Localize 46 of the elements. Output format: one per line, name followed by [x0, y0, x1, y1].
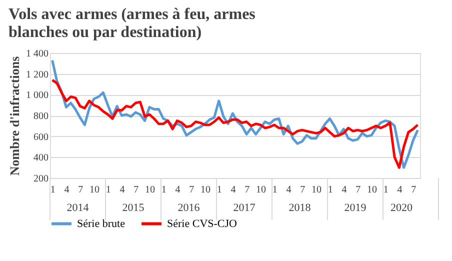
chart-title: Vols avec armes (armes à feu, armes blanches ou par destination)	[8, 6, 256, 41]
x-tick-label: 7	[244, 184, 250, 196]
x-tick-label: 4	[342, 184, 347, 196]
x-tick-label: 4	[397, 184, 402, 196]
y-tick-label: 200	[34, 174, 48, 184]
text: 2017	[233, 202, 256, 214]
x-tick-label: 1	[272, 184, 278, 196]
x-tick-label: 7	[356, 184, 361, 196]
x-tick-label: 1	[106, 184, 111, 196]
x-tick-label: 7	[189, 184, 194, 196]
x-tick-label: 7	[300, 184, 306, 196]
text: 2019	[344, 202, 367, 214]
x-tick-label: 1	[383, 184, 388, 196]
text: 2014	[66, 202, 90, 214]
text: 2016	[178, 202, 200, 214]
x-tick-label: 4	[230, 184, 236, 196]
legend-label: Série brute	[77, 218, 126, 230]
x-tick-label: 7	[411, 184, 416, 196]
x-tick-label: 10	[256, 184, 266, 196]
x-tick-label: 10	[366, 184, 377, 196]
y-tick-label: 1 000	[26, 90, 48, 102]
x-tick-label: 1	[161, 184, 166, 196]
x-tick-label: 7	[78, 184, 84, 196]
y-tick-label: 400	[34, 152, 48, 164]
x-tick-label: 10	[89, 184, 100, 196]
y-tick-label: 1 400	[26, 48, 48, 60]
x-tick-label: 10	[144, 184, 155, 196]
legend-label: Série CVS-CJO	[167, 218, 238, 230]
x-tick-label: 1	[216, 184, 222, 196]
line-series	[51, 78, 419, 169]
y-tick-label: 1 200	[26, 69, 48, 80]
x-tick-label: 4	[175, 184, 180, 196]
y-tick-label: 600	[34, 132, 48, 143]
x-tick-label: 7	[134, 184, 139, 196]
y-axis-title: Nombre d'infractions	[7, 56, 22, 176]
x-tick-label: 10	[311, 184, 322, 196]
x-tick-label: 4	[64, 184, 70, 196]
x-tick-label: 4	[120, 184, 125, 196]
x-tick-label: 1	[50, 184, 56, 196]
text: 2018	[288, 202, 312, 214]
text: 2020	[390, 202, 413, 214]
text: 2015	[122, 202, 145, 214]
y-tick-label: 800	[34, 111, 48, 122]
x-tick-label: 1	[328, 184, 333, 196]
x-tick-label: 10	[200, 184, 210, 196]
x-tick-label: 4	[286, 184, 292, 196]
